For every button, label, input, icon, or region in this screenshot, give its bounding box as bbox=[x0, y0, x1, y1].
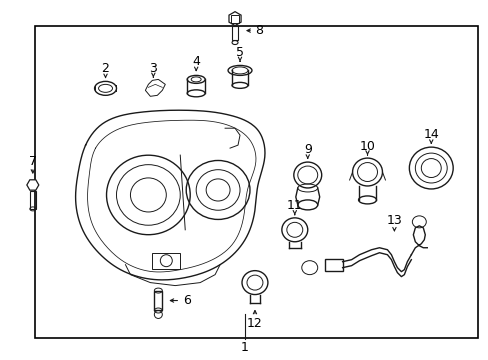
Bar bbox=[30, 191, 36, 209]
Bar bbox=[35, 26, 477, 338]
Polygon shape bbox=[76, 110, 264, 280]
Text: 1: 1 bbox=[241, 341, 248, 354]
Text: 4: 4 bbox=[192, 55, 200, 68]
Text: 5: 5 bbox=[236, 46, 244, 59]
Bar bbox=[232, 26, 238, 40]
Polygon shape bbox=[27, 180, 39, 190]
Bar bbox=[152, 253, 180, 269]
Text: 9: 9 bbox=[303, 143, 311, 156]
Text: 2: 2 bbox=[102, 62, 109, 75]
Text: 11: 11 bbox=[286, 199, 302, 212]
Polygon shape bbox=[228, 12, 241, 26]
Bar bbox=[230, 15, 239, 23]
Bar bbox=[154, 291, 162, 310]
Text: 3: 3 bbox=[149, 62, 157, 75]
Bar bbox=[324, 259, 342, 271]
Text: 7: 7 bbox=[29, 154, 37, 167]
Text: 10: 10 bbox=[359, 140, 375, 153]
Text: 6: 6 bbox=[183, 294, 191, 307]
Text: 14: 14 bbox=[423, 128, 438, 141]
Text: 12: 12 bbox=[246, 317, 262, 330]
Text: 8: 8 bbox=[254, 24, 263, 37]
Text: 13: 13 bbox=[386, 214, 402, 228]
Polygon shape bbox=[145, 80, 165, 96]
